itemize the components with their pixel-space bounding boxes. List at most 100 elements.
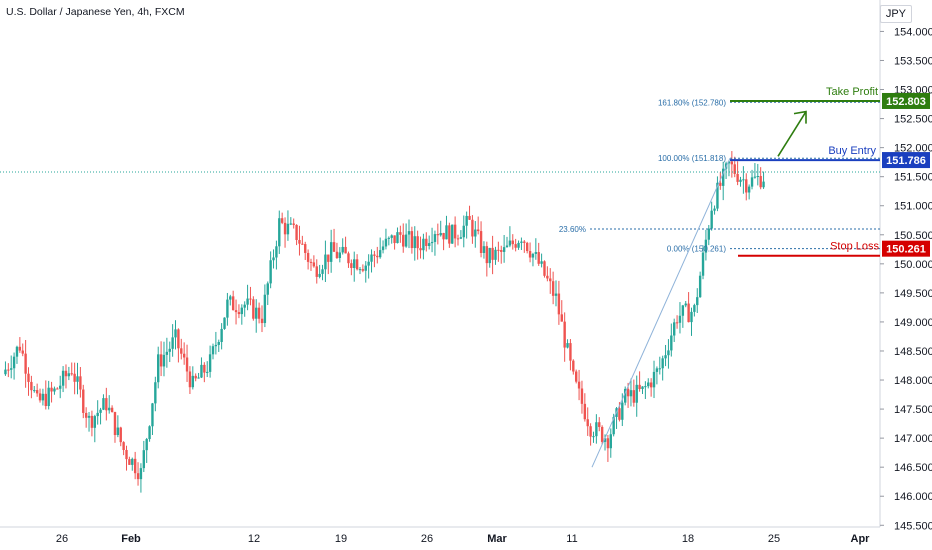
candle-body bbox=[38, 393, 42, 401]
candle-body bbox=[283, 222, 287, 235]
candle-body bbox=[341, 246, 344, 253]
take-profit-price-tag bbox=[882, 92, 930, 109]
candle-body bbox=[292, 223, 295, 225]
candle-body bbox=[87, 415, 91, 418]
candle-body bbox=[223, 317, 226, 329]
candle-body bbox=[79, 376, 82, 390]
candle-body bbox=[600, 426, 604, 442]
candle-body bbox=[520, 241, 523, 243]
candle-body bbox=[462, 225, 465, 238]
candle-body bbox=[609, 434, 612, 449]
fib-level-label: 0.00% (150.261) bbox=[667, 245, 726, 254]
candle-body bbox=[231, 296, 235, 311]
candle-body bbox=[358, 269, 362, 271]
x-tick-label: Mar bbox=[487, 533, 507, 545]
candle-body bbox=[206, 371, 209, 373]
candle-body bbox=[563, 321, 566, 348]
candle-body bbox=[393, 235, 396, 244]
candle-body bbox=[626, 388, 630, 397]
candle-body bbox=[30, 381, 33, 391]
candle-body bbox=[35, 390, 39, 394]
stop-loss-price-tag bbox=[882, 240, 930, 257]
candle-body bbox=[122, 442, 125, 450]
candle-body bbox=[759, 176, 762, 188]
candle-body bbox=[468, 215, 471, 220]
x-tick-label: Feb bbox=[121, 533, 141, 545]
candle-body bbox=[381, 246, 385, 251]
candle-body bbox=[727, 161, 731, 164]
candle-body bbox=[736, 173, 739, 182]
candle-body bbox=[598, 422, 601, 427]
candle-body bbox=[586, 419, 589, 427]
candle-body bbox=[73, 373, 76, 382]
candle-body bbox=[569, 343, 572, 361]
candle-body bbox=[7, 369, 10, 371]
candle-body bbox=[577, 381, 581, 389]
projection-arrow-shaft bbox=[777, 111, 807, 157]
candle-body bbox=[641, 386, 644, 390]
candle-body bbox=[110, 407, 114, 413]
candle-body bbox=[534, 252, 538, 254]
candle-body bbox=[629, 390, 633, 397]
candle-body bbox=[402, 234, 405, 247]
candle-body bbox=[762, 181, 765, 188]
candle-body bbox=[344, 246, 347, 254]
candle-body bbox=[12, 356, 16, 369]
y-tick-label: 146.500 bbox=[894, 462, 932, 474]
candle-body bbox=[171, 337, 174, 349]
currency-selector[interactable]: JPY bbox=[879, 5, 912, 23]
candle-body bbox=[44, 393, 47, 407]
candle-body bbox=[551, 281, 555, 296]
candle-body bbox=[687, 303, 690, 323]
candle-body bbox=[324, 254, 327, 270]
candle-body bbox=[583, 403, 587, 420]
candle-body bbox=[312, 262, 316, 267]
candle-body bbox=[557, 293, 561, 315]
candle-body bbox=[208, 354, 212, 372]
candle-body bbox=[295, 224, 298, 240]
candle-body bbox=[445, 225, 448, 240]
candle-body bbox=[116, 427, 120, 436]
candle-body bbox=[589, 426, 592, 437]
candle-body bbox=[733, 164, 736, 174]
candle-body bbox=[528, 251, 532, 258]
candle-body bbox=[321, 269, 324, 274]
candle-body bbox=[592, 436, 595, 438]
candle-body bbox=[543, 261, 546, 276]
candle-body bbox=[105, 398, 108, 411]
candle-body bbox=[514, 244, 517, 248]
candle-body bbox=[306, 252, 310, 262]
candle-body bbox=[494, 249, 497, 260]
x-tick-label: 26 bbox=[421, 533, 433, 545]
candle-body bbox=[350, 263, 353, 269]
y-tick-label: 151.000 bbox=[894, 201, 932, 213]
y-tick-label: 146.000 bbox=[894, 491, 932, 503]
candle-body bbox=[621, 402, 624, 420]
candle-body bbox=[234, 310, 238, 313]
y-tick-label: 149.500 bbox=[894, 288, 932, 300]
y-tick-label: 147.500 bbox=[894, 404, 932, 416]
stop-loss-label: Stop Loss bbox=[830, 241, 879, 253]
candle-body bbox=[378, 250, 382, 258]
candle-body bbox=[549, 278, 552, 282]
candle-body bbox=[554, 293, 558, 296]
candle-body bbox=[399, 232, 402, 235]
candle-body bbox=[376, 255, 379, 258]
candle-body bbox=[260, 318, 264, 324]
candle-body bbox=[618, 408, 621, 420]
take-profit-label: Take Profit bbox=[826, 86, 878, 98]
candle-body bbox=[151, 403, 154, 427]
y-tick-label: 149.000 bbox=[894, 317, 932, 329]
candle-body bbox=[50, 387, 53, 392]
candle-body bbox=[177, 329, 180, 349]
candle-body bbox=[113, 412, 117, 436]
candle-body bbox=[690, 311, 693, 323]
candle-body bbox=[272, 257, 275, 261]
buy-entry-price-tag bbox=[882, 152, 930, 169]
candle-body bbox=[649, 382, 653, 388]
candle-body bbox=[479, 231, 483, 254]
candle-body bbox=[696, 297, 699, 306]
candle-body bbox=[275, 246, 278, 258]
